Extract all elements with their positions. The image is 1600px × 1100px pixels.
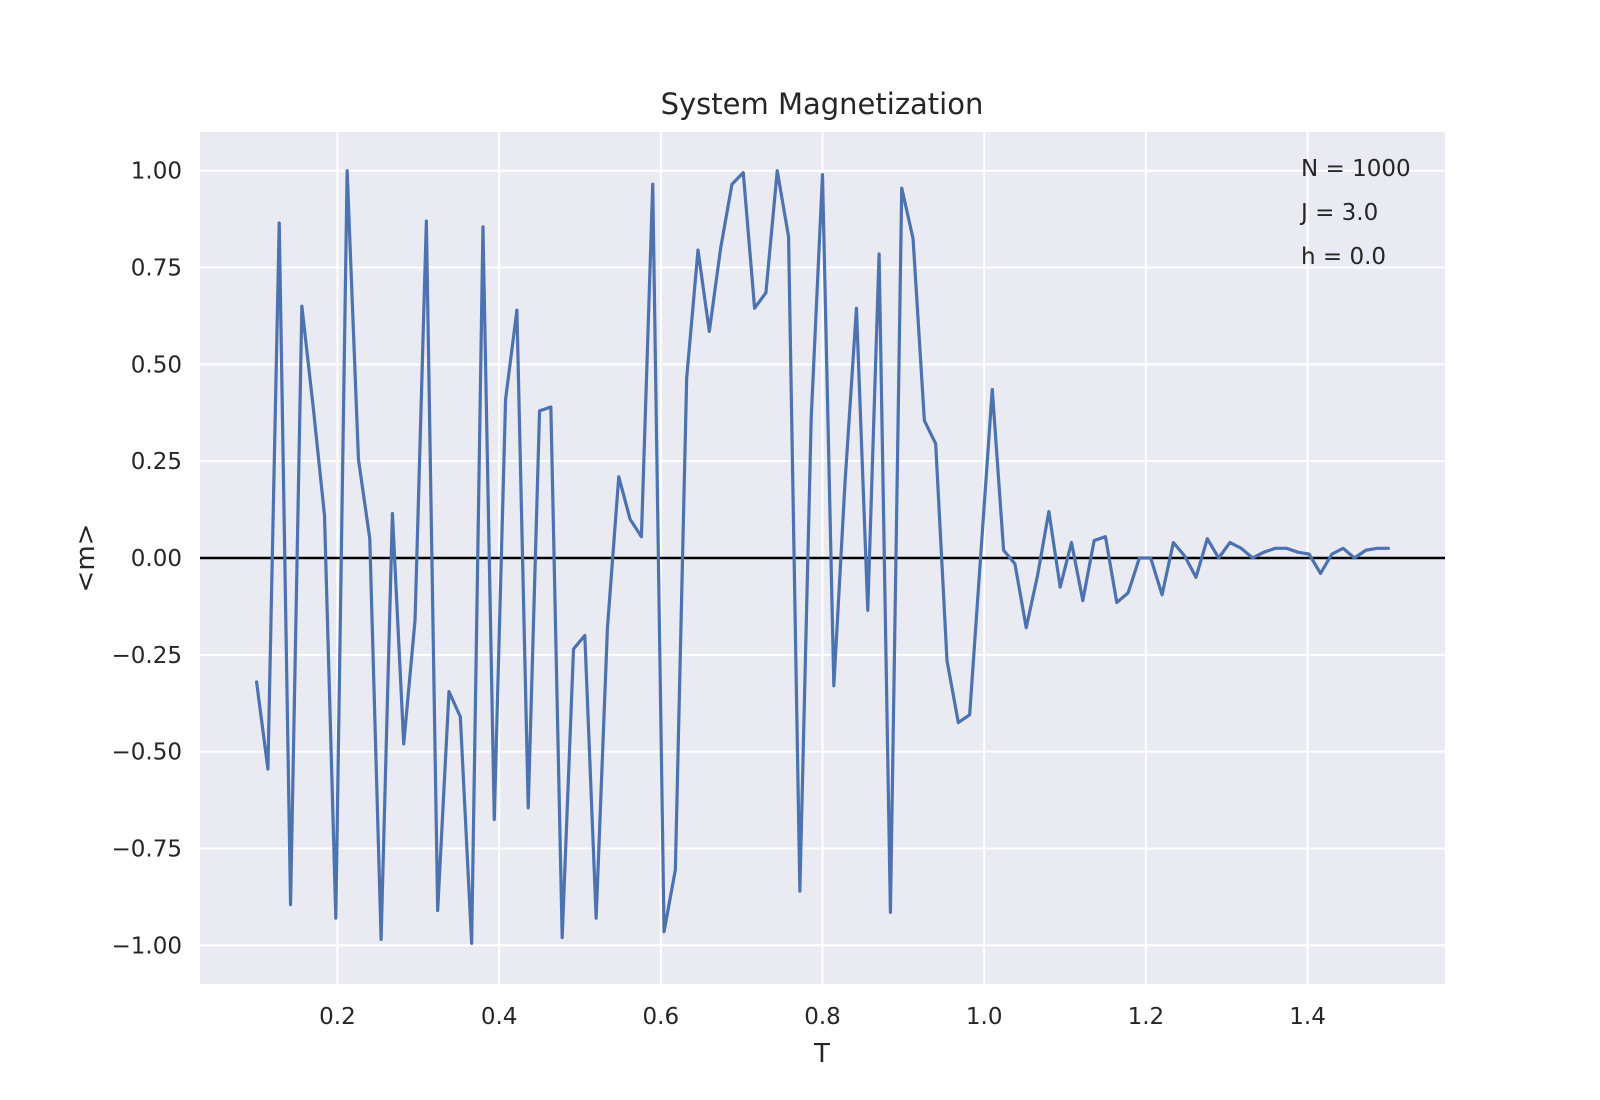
x-tick-label: 0.2 — [319, 1004, 356, 1030]
series-line — [254, 169, 1391, 945]
y-tick-label: −0.25 — [112, 643, 182, 669]
x-tick-labels: 0.2 0.4 0.6 0.8 1.0 1.2 1.4 — [319, 1004, 1326, 1030]
y-axis-label: <m> — [71, 524, 101, 593]
annotation-n: N = 1000 — [1301, 156, 1411, 182]
annotation-h: h = 0.0 — [1301, 244, 1386, 270]
y-tick-label: 0.75 — [131, 256, 182, 282]
x-tick-label: 1.4 — [1289, 1004, 1326, 1030]
y-tick-label: 0.00 — [131, 546, 182, 572]
x-tick-label: 0.6 — [643, 1004, 680, 1030]
x-tick-label: 1.0 — [966, 1004, 1003, 1030]
y-tick-label: 0.25 — [131, 449, 182, 475]
y-tick-label: 1.00 — [131, 159, 182, 185]
y-tick-label: 0.50 — [131, 352, 182, 378]
x-axis-label: T — [813, 1039, 830, 1069]
y-tick-label: −0.50 — [112, 740, 182, 766]
x-tick-label: 0.8 — [804, 1004, 841, 1030]
y-tick-labels: 1.00 0.75 0.50 0.25 0.00 −0.25 −0.50 −0.75 −1.00 — [112, 159, 182, 960]
y-tick-label: −1.00 — [112, 933, 182, 959]
chart-title: System Magnetization — [661, 87, 984, 121]
annotations: N = 1000 J = 3.0 h = 0.0 — [1299, 156, 1411, 270]
annotation-j: J = 3.0 — [1299, 200, 1378, 226]
x-tick-label: 0.4 — [481, 1004, 518, 1030]
y-tick-label: −0.75 — [112, 836, 182, 862]
x-tick-label: 1.2 — [1128, 1004, 1165, 1030]
